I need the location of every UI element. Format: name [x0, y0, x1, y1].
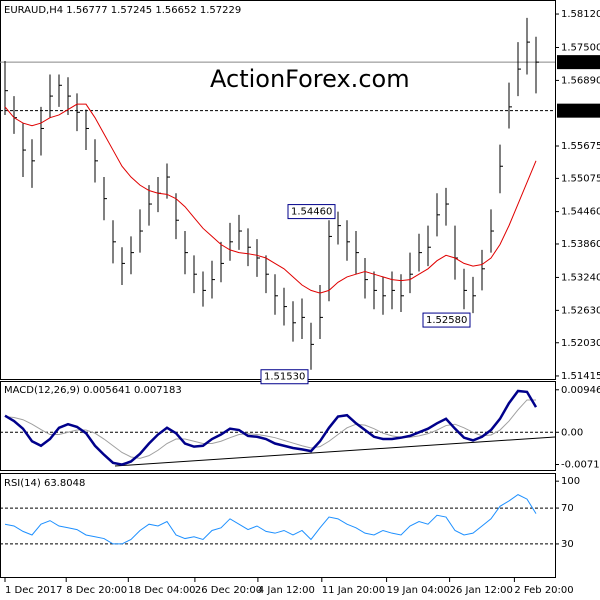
- x-tick-label: 1 Dec 2017: [5, 585, 63, 596]
- rsi-line: [4, 494, 537, 545]
- annotation-box: [422, 312, 471, 328]
- y-tick-label: 1.51415: [561, 371, 600, 382]
- x-tick-label: 18 Dec 04:00: [128, 585, 195, 596]
- x-tick-label: 19 Jan 04:00: [387, 585, 450, 596]
- x-tick-label: 4 Jan 12:00: [258, 585, 315, 596]
- y-tick-label: 70: [561, 503, 574, 514]
- annotation: 1.52580: [426, 315, 467, 326]
- price-label-box: [557, 103, 600, 118]
- y-tick-label: 1.57500: [561, 43, 600, 54]
- y-tick-label: 1.55075: [561, 173, 600, 184]
- annotation-box: [287, 204, 336, 220]
- watermark: ActionForex.com: [210, 65, 410, 93]
- x-tick-label: 2 Feb 20:00: [514, 585, 573, 596]
- y-tick-label: 100: [561, 476, 580, 487]
- y-tick-label: 1.53240: [561, 272, 600, 283]
- x-tick-label: 11 Jan 20:00: [322, 585, 385, 596]
- price-label: 1.56330: [559, 106, 600, 117]
- rsi-title: RSI(14) 63.8048: [4, 478, 85, 489]
- chart-title: EURAUD,H4 1.56777 1.57245 1.56652 1.5722…: [4, 5, 241, 16]
- x-tick-label: 8 Dec 20:00: [66, 585, 127, 596]
- y-tick-label: 1.52030: [561, 338, 600, 349]
- y-tick-label: 1.52630: [561, 305, 600, 316]
- x-tick-label: 26 Jan 12:00: [450, 585, 513, 596]
- annotation-box: [260, 369, 309, 385]
- moving-average: [4, 103, 537, 294]
- macd-title: MACD(12,26,9) 0.005641 0.007183: [4, 385, 182, 396]
- rsi-panel: [0, 473, 556, 578]
- price-label: 1.57229: [559, 57, 600, 68]
- annotation: 1.54460: [291, 207, 332, 218]
- y-tick-label: 0.009466: [561, 385, 600, 396]
- y-tick-label: 1.58120: [561, 9, 600, 20]
- trend-line: [114, 436, 556, 467]
- price-label-box: [557, 55, 600, 70]
- y-tick-label: 1.55675: [561, 141, 600, 152]
- y-tick-label: 1.53860: [561, 239, 600, 250]
- y-tick-label: -0.007178: [561, 460, 600, 471]
- y-tick-label: 0.00: [561, 427, 583, 438]
- macd-line: [4, 389, 538, 466]
- x-tick-label: 26 Dec 20:00: [195, 585, 262, 596]
- signal-line: [4, 399, 536, 459]
- y-tick-label: 1.56890: [561, 75, 600, 86]
- y-tick-label: 1.54460: [561, 207, 600, 218]
- y-tick-label: 30: [561, 539, 574, 550]
- annotation: 1.51530: [264, 372, 305, 383]
